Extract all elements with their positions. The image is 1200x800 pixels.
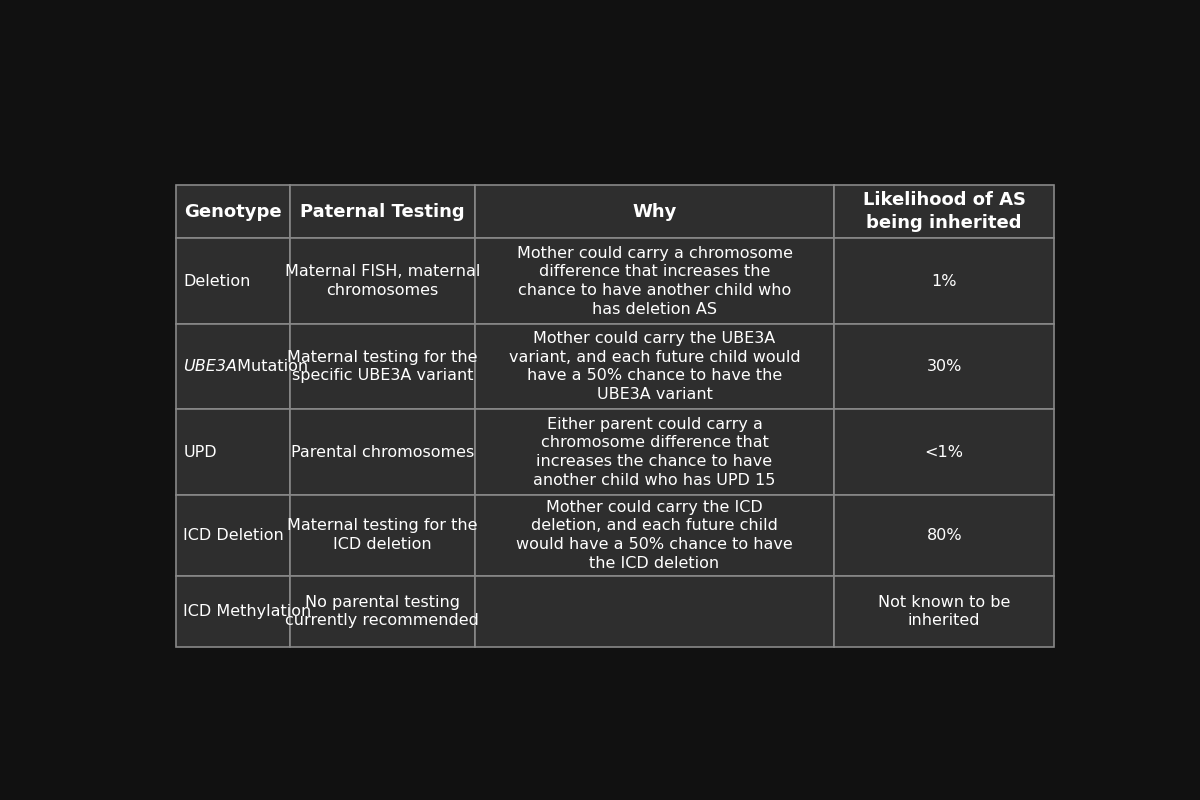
Text: ICD Methylation: ICD Methylation bbox=[184, 604, 312, 619]
Bar bbox=[290, 410, 474, 495]
Bar bbox=[290, 238, 474, 324]
Bar bbox=[474, 186, 834, 238]
Text: UBE3A: UBE3A bbox=[184, 359, 238, 374]
Bar bbox=[290, 495, 474, 576]
Text: No parental testing
currently recommended: No parental testing currently recommende… bbox=[286, 594, 479, 628]
Bar bbox=[176, 324, 290, 410]
Text: 30%: 30% bbox=[926, 359, 962, 374]
Bar bbox=[474, 410, 834, 495]
Text: Mutation: Mutation bbox=[232, 359, 308, 374]
Text: Deletion: Deletion bbox=[184, 274, 251, 289]
Text: Likelihood of AS
being inherited: Likelihood of AS being inherited bbox=[863, 191, 1026, 232]
Bar bbox=[834, 576, 1054, 647]
Bar bbox=[290, 324, 474, 410]
Bar bbox=[176, 576, 290, 647]
Text: Why: Why bbox=[632, 203, 677, 221]
Text: UPD: UPD bbox=[184, 445, 217, 460]
Bar bbox=[834, 238, 1054, 324]
Text: Parental chromosomes: Parental chromosomes bbox=[290, 445, 474, 460]
Text: ICD Deletion: ICD Deletion bbox=[184, 528, 284, 542]
Bar bbox=[176, 495, 290, 576]
Text: 1%: 1% bbox=[931, 274, 956, 289]
Text: Mother could carry the UBE3A
variant, and each future child would
have a 50% cha: Mother could carry the UBE3A variant, an… bbox=[509, 331, 800, 402]
Text: Maternal testing for the
specific UBE3A variant: Maternal testing for the specific UBE3A … bbox=[287, 350, 478, 383]
Text: <1%: <1% bbox=[925, 445, 964, 460]
Bar bbox=[834, 186, 1054, 238]
Text: Maternal testing for the
ICD deletion: Maternal testing for the ICD deletion bbox=[287, 518, 478, 552]
Bar bbox=[290, 186, 474, 238]
Bar bbox=[176, 186, 290, 238]
Text: Either parent could carry a
chromosome difference that
increases the chance to h: Either parent could carry a chromosome d… bbox=[533, 417, 775, 487]
Bar bbox=[176, 410, 290, 495]
Bar bbox=[834, 324, 1054, 410]
Bar bbox=[834, 495, 1054, 576]
Text: Maternal FISH, maternal
chromosomes: Maternal FISH, maternal chromosomes bbox=[284, 264, 480, 298]
Bar bbox=[474, 324, 834, 410]
Bar bbox=[290, 576, 474, 647]
Bar bbox=[474, 238, 834, 324]
Bar bbox=[176, 238, 290, 324]
Bar bbox=[474, 495, 834, 576]
Text: 80%: 80% bbox=[926, 528, 962, 542]
Text: Mother could carry the ICD
deletion, and each future child
would have a 50% chan: Mother could carry the ICD deletion, and… bbox=[516, 500, 793, 570]
Text: Not known to be
inherited: Not known to be inherited bbox=[878, 594, 1010, 628]
Bar bbox=[474, 576, 834, 647]
Text: Genotype: Genotype bbox=[185, 203, 282, 221]
Text: Mother could carry a chromosome
difference that increases the
chance to have ano: Mother could carry a chromosome differen… bbox=[516, 246, 792, 317]
Text: Paternal Testing: Paternal Testing bbox=[300, 203, 464, 221]
Bar bbox=[834, 410, 1054, 495]
